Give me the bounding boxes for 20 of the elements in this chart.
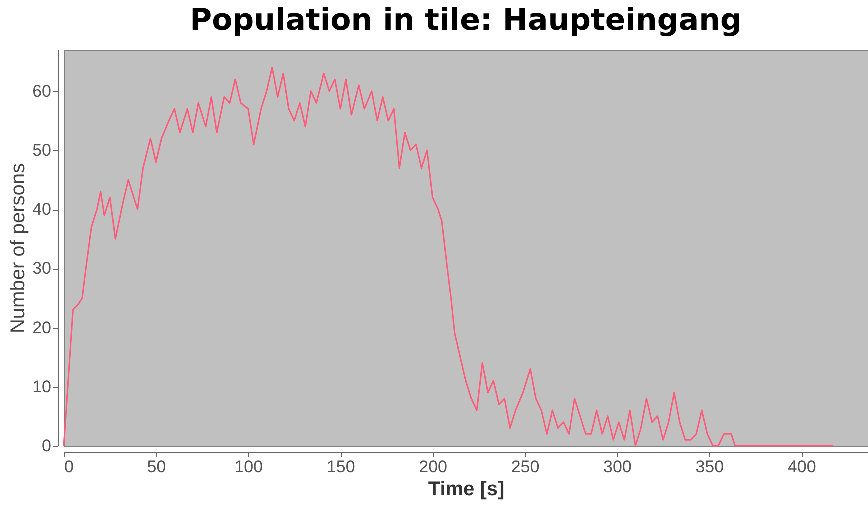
x-tick-label: 300 <box>604 458 632 476</box>
y-tick-label: 60 <box>32 82 52 101</box>
y-axis-title: Number of persons <box>8 163 30 334</box>
x-axis-title: Time [s] <box>428 478 505 500</box>
line-series <box>63 66 834 447</box>
x-tick-label: 350 <box>696 458 724 476</box>
y-tick-label: 20 <box>32 318 52 338</box>
x-tick-label: 150 <box>326 458 356 476</box>
y-tick-label: 0 <box>42 436 52 456</box>
x-tick-label: 0 <box>64 458 74 476</box>
y-tick-label: 30 <box>32 259 52 278</box>
x-tick-label: 200 <box>419 458 448 476</box>
x-tick-label: 250 <box>511 458 540 476</box>
y-tick-label: 10 <box>32 377 52 396</box>
y-tick-label: 50 <box>32 140 52 160</box>
chart-title: Population in tile: Haupteingang <box>190 3 742 38</box>
x-tick-label: 100 <box>234 458 264 476</box>
x-tick-label: 400 <box>788 458 816 476</box>
x-tick-label: 50 <box>147 458 166 476</box>
y-tick-label: 40 <box>32 200 52 220</box>
